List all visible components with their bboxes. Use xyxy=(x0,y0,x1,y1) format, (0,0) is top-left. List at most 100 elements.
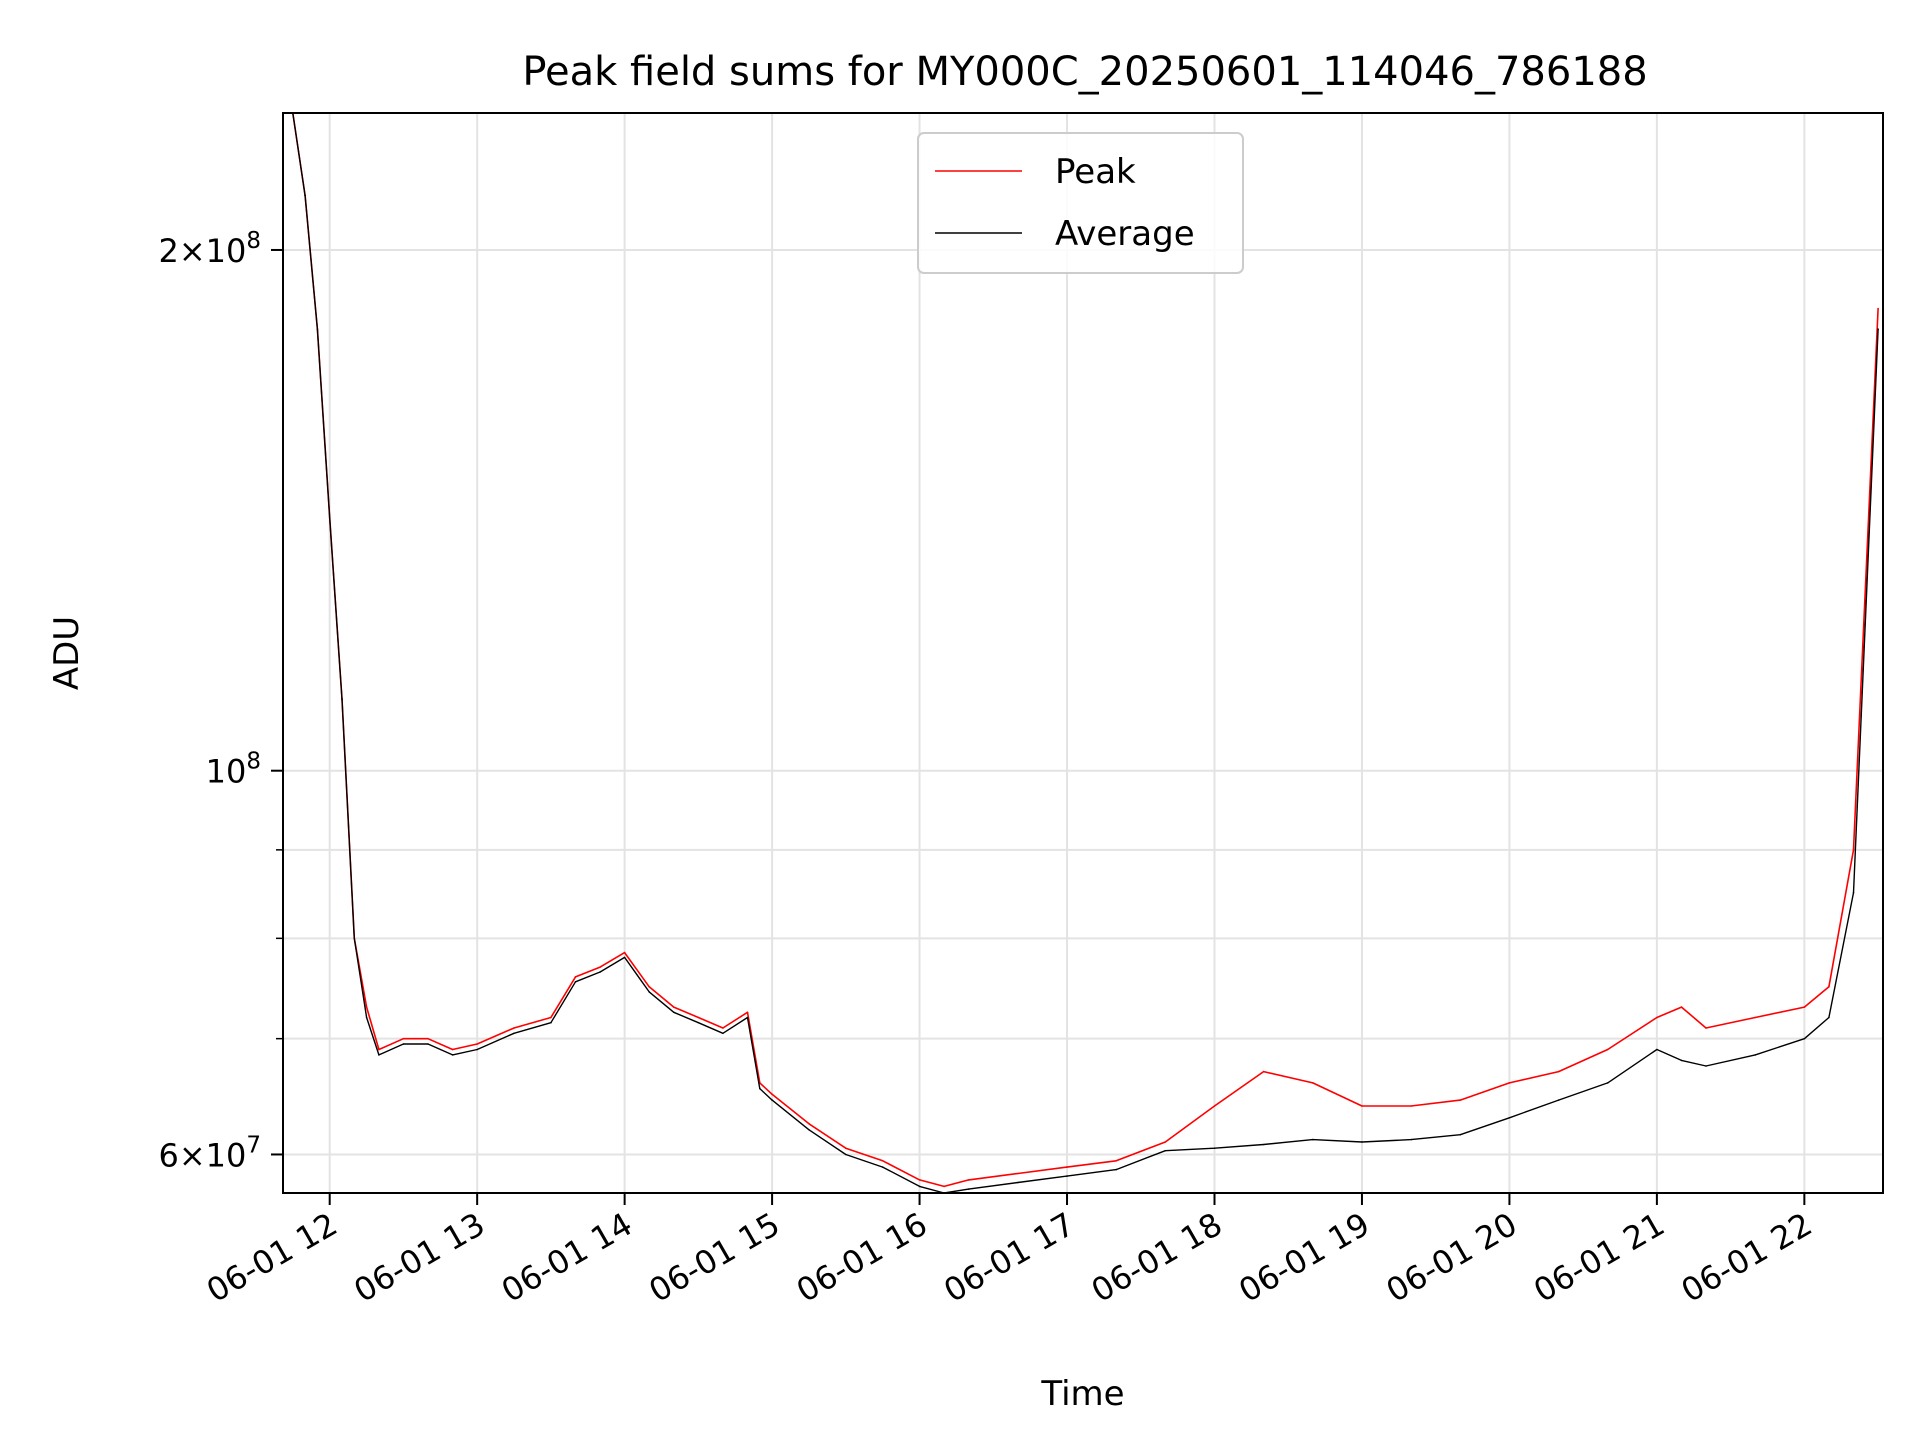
data-point-average xyxy=(722,1032,724,1035)
plot-frame xyxy=(282,112,1884,1194)
data-point-average xyxy=(771,1099,773,1101)
data-point-peak xyxy=(943,1185,945,1188)
data-point-average xyxy=(1828,1016,1830,1019)
data-point-average xyxy=(574,981,577,983)
data-point-average xyxy=(881,1166,884,1168)
data-point-average xyxy=(427,1043,429,1045)
data-point-peak xyxy=(599,966,601,968)
data-point-average xyxy=(808,1129,810,1131)
data-point-peak xyxy=(1410,1105,1412,1107)
data-point-peak xyxy=(1508,1082,1511,1084)
data-point-average xyxy=(1754,1054,1756,1056)
data-point-peak xyxy=(402,1037,405,1040)
data-point-peak xyxy=(881,1160,884,1162)
y-tick-times: × xyxy=(179,232,206,270)
data-point-peak xyxy=(1017,1172,1019,1175)
data-point-peak xyxy=(1754,1016,1756,1019)
data-point-average xyxy=(1410,1138,1412,1141)
data-point-peak xyxy=(648,986,650,988)
data-point-peak xyxy=(623,951,626,954)
data-point-peak xyxy=(918,1179,921,1181)
legend: Peak Average xyxy=(917,132,1244,274)
data-point-average xyxy=(1557,1099,1560,1101)
data-point-average xyxy=(1877,328,1879,330)
data-point-average xyxy=(1508,1117,1511,1119)
legend-label-peak: Peak xyxy=(1055,152,1136,192)
data-point-average xyxy=(599,971,601,973)
legend-label-average: Average xyxy=(1055,214,1195,254)
data-point-peak xyxy=(697,1016,700,1019)
data-point-peak xyxy=(1656,1016,1658,1019)
y-tick-exponent: 8 xyxy=(246,228,261,254)
data-point-peak xyxy=(1705,1027,1707,1029)
data-point-average xyxy=(316,328,319,330)
data-point-peak xyxy=(550,1016,552,1019)
data-point-peak xyxy=(427,1037,429,1040)
data-point-average xyxy=(648,991,650,993)
data-point-average xyxy=(1606,1082,1609,1084)
data-point-peak xyxy=(476,1043,479,1045)
y-tick-exponent: 7 xyxy=(246,1132,261,1158)
data-point-peak xyxy=(808,1123,810,1125)
data-point-peak xyxy=(574,976,577,978)
data-point-average xyxy=(1680,1059,1683,1062)
data-point-average xyxy=(673,1011,675,1014)
y-tick-mantissa: 2 xyxy=(158,232,178,270)
data-point-average xyxy=(513,1032,515,1035)
data-point-peak xyxy=(1066,1166,1068,1168)
data-point-average xyxy=(341,698,343,700)
data-point-average xyxy=(1213,1147,1216,1149)
data-point-average xyxy=(402,1043,405,1045)
data-point-peak xyxy=(1680,1006,1683,1008)
data-point-peak xyxy=(365,1006,368,1008)
data-point-average xyxy=(1312,1138,1314,1141)
y-tick-mantissa: 6 xyxy=(158,1136,178,1174)
data-point-peak xyxy=(1164,1141,1167,1143)
data-point-average xyxy=(550,1021,552,1024)
y-tick-base: 10 xyxy=(206,753,247,791)
data-point-peak xyxy=(1262,1070,1265,1073)
data-point-peak xyxy=(1803,1006,1806,1008)
data-point-average xyxy=(1115,1168,1117,1171)
data-point-average xyxy=(1459,1133,1462,1136)
data-point-average xyxy=(1656,1048,1658,1051)
data-point-peak xyxy=(1312,1082,1314,1084)
data-point-peak xyxy=(967,1179,970,1181)
data-point-average xyxy=(304,194,306,197)
data-point-average xyxy=(1164,1149,1167,1152)
data-point-average xyxy=(1017,1181,1019,1184)
data-point-peak xyxy=(451,1048,454,1051)
data-point-peak xyxy=(378,1048,380,1051)
data-point-peak xyxy=(1213,1105,1216,1107)
y-axis-label: ADU xyxy=(47,616,87,690)
data-point-peak xyxy=(1557,1070,1560,1073)
data-point-peak xyxy=(1115,1160,1117,1162)
data-point-average xyxy=(1361,1141,1363,1143)
data-point-peak xyxy=(722,1027,724,1029)
x-axis-label: Time xyxy=(1040,1374,1124,1414)
data-point-average xyxy=(476,1048,479,1051)
data-point-average xyxy=(759,1087,761,1090)
data-point-average xyxy=(845,1153,847,1156)
data-point-peak xyxy=(1459,1099,1462,1101)
y-tick-base: 10 xyxy=(206,232,247,270)
y-tick-exponent: 8 xyxy=(246,749,261,775)
data-point-peak xyxy=(746,1011,749,1014)
data-point-peak xyxy=(845,1147,847,1149)
y-tick-label: 108 xyxy=(206,749,261,791)
legend-box xyxy=(917,132,1244,274)
y-tick-label: 2×108 xyxy=(158,228,261,270)
data-point-average xyxy=(365,1016,368,1019)
data-point-peak xyxy=(1852,849,1855,851)
data-point-average xyxy=(451,1054,454,1056)
data-point-average xyxy=(328,517,331,519)
y-tick-base: 10 xyxy=(206,1136,247,1174)
data-point-peak xyxy=(1606,1048,1609,1051)
series-layer xyxy=(292,113,1879,1193)
data-point-average xyxy=(1262,1143,1265,1146)
data-point-peak xyxy=(1361,1105,1363,1107)
data-point-average xyxy=(623,956,626,959)
data-point-average xyxy=(918,1185,921,1188)
